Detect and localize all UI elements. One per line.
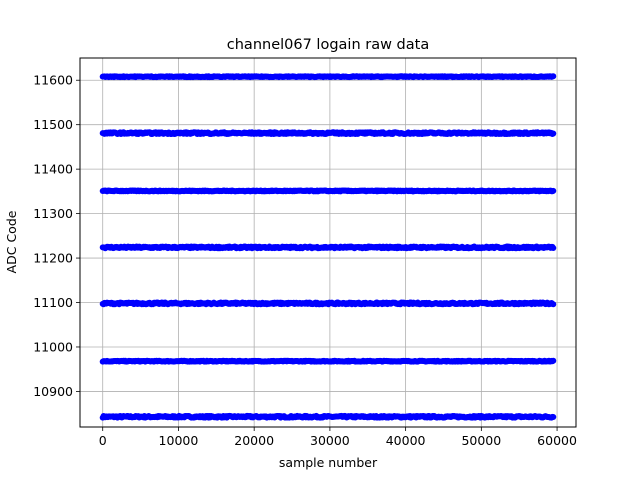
y-tick-label: 11300: [33, 206, 73, 221]
plot-frame: [79, 57, 577, 428]
x-tick-label: 50000: [461, 433, 501, 448]
y-tick-label: 11100: [33, 295, 73, 310]
y-ticks: 10900 11000 11100 11200 11300 11400 11500 11600: [33, 73, 80, 399]
data-point: [550, 414, 557, 420]
y-tick-label: 11200: [33, 251, 73, 266]
data-point: [550, 301, 557, 308]
x-tick-label: 10000: [159, 433, 199, 448]
x-tick-label: 30000: [310, 433, 350, 448]
chart-title: channel067 logain raw data: [227, 37, 429, 53]
adc-level-band: [99, 412, 557, 421]
y-tick-label: 10900: [33, 384, 73, 399]
y-tick-label: 11500: [33, 117, 73, 132]
x-axis-label: sample number: [279, 455, 378, 470]
y-tick-label: 11400: [33, 162, 73, 177]
y-tick-label: 11000: [33, 339, 73, 354]
adc-level-band: [99, 243, 557, 252]
data-point: [550, 357, 557, 364]
data-point: [550, 187, 557, 194]
x-tick-label: 60000: [537, 433, 577, 448]
x-tick-label: 20000: [234, 433, 274, 448]
y-axis-label: ADC Code: [4, 210, 19, 273]
adc-level-band: [99, 299, 557, 308]
data-point: [550, 130, 557, 137]
grid: [80, 58, 576, 427]
data-point: [550, 245, 557, 252]
data-point: [550, 73, 557, 80]
x-ticks: 0 10000 20000 30000 40000 50000 60000: [99, 427, 577, 448]
y-tick-label: 11600: [33, 73, 73, 88]
adc-level-band: [99, 187, 557, 195]
adc-level-band: [99, 357, 557, 365]
adc-level-band: [99, 129, 557, 138]
data-points: [99, 73, 557, 421]
x-tick-label: 0: [99, 433, 107, 448]
x-tick-label: 40000: [386, 433, 426, 448]
adc-level-band: [99, 73, 557, 81]
